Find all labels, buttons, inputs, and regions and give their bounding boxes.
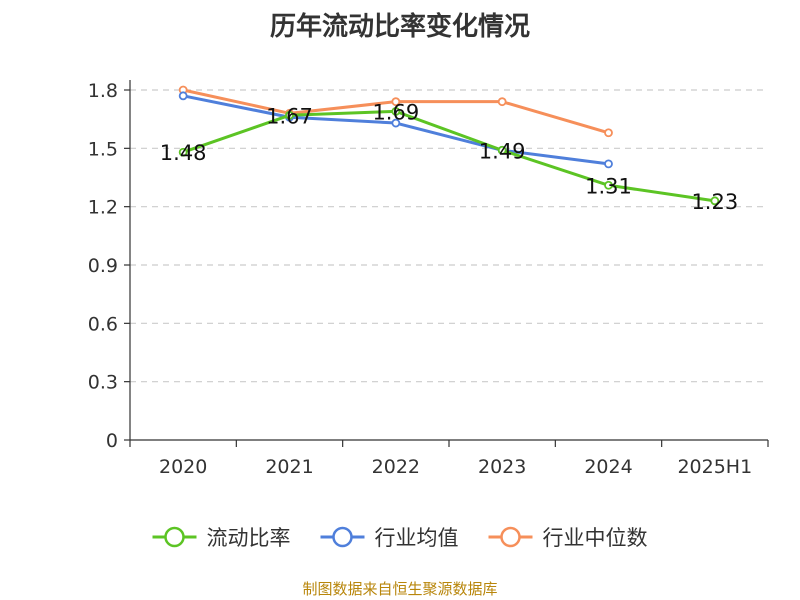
series-point xyxy=(285,110,294,120)
chart-title: 历年流动比率变化情况 xyxy=(269,12,530,42)
series-point xyxy=(178,147,188,157)
y-tick-label: 0.3 xyxy=(88,372,118,394)
x-tick-label: 2021 xyxy=(265,456,313,478)
series-point xyxy=(497,97,507,107)
series-point xyxy=(497,145,507,155)
series-point xyxy=(391,118,401,128)
y-tick-label: 0 xyxy=(106,430,118,452)
y-tick-label: 1.5 xyxy=(88,138,118,160)
legend-label: 行业均值 xyxy=(375,526,459,550)
y-tick-label: 0.9 xyxy=(88,255,118,277)
y-tick-label: 1.8 xyxy=(88,80,118,102)
y-tick-label: 1.2 xyxy=(88,197,118,219)
data-labels: 1.48 1.67 1.69 1.49 1.31 1.23 xyxy=(160,100,738,213)
series-point xyxy=(710,196,720,206)
legend-marker xyxy=(164,526,185,548)
x-tick-label: 2022 xyxy=(372,456,420,478)
legend-label: 行业中位数 xyxy=(543,526,648,550)
x-tick-label: 2020 xyxy=(159,456,207,478)
legend-label: 流动比率 xyxy=(207,526,291,550)
legend-item: 行业中位数 xyxy=(488,526,648,550)
series-point xyxy=(391,97,401,107)
series-point xyxy=(604,128,613,138)
series-point xyxy=(604,180,613,190)
data-label: 1.23 xyxy=(691,190,738,214)
source-note: 制图数据来自恒生聚源数据库 xyxy=(302,580,498,598)
legend-item: 流动比率 xyxy=(152,526,291,550)
y-tick-label: 0.6 xyxy=(88,313,118,335)
axes: 0 0.3 0.6 0.9 1.2 1.5 1.8 2020 2021 2022 2023 2024 2… xyxy=(88,80,769,478)
series-point xyxy=(178,91,188,101)
series-lines xyxy=(178,85,720,206)
data-label: 1.67 xyxy=(266,104,313,128)
series-point xyxy=(604,159,613,169)
series-line xyxy=(182,109,716,203)
legend-marker xyxy=(500,526,521,548)
data-label: 1.69 xyxy=(372,100,419,124)
data-label: 1.48 xyxy=(160,141,207,165)
grid-lines xyxy=(130,89,768,383)
legend-marker xyxy=(332,526,353,548)
series-point xyxy=(391,106,401,116)
legend-item: 行业均值 xyxy=(320,526,459,550)
data-label: 1.31 xyxy=(585,174,632,198)
x-tick-label: 2024 xyxy=(584,456,632,478)
x-tick-label: 2023 xyxy=(478,456,526,478)
data-label: 1.49 xyxy=(479,139,526,163)
x-tick-label: 2025H1 xyxy=(677,456,752,478)
legend: 流动比率 行业均值 行业中位数 xyxy=(152,526,648,550)
